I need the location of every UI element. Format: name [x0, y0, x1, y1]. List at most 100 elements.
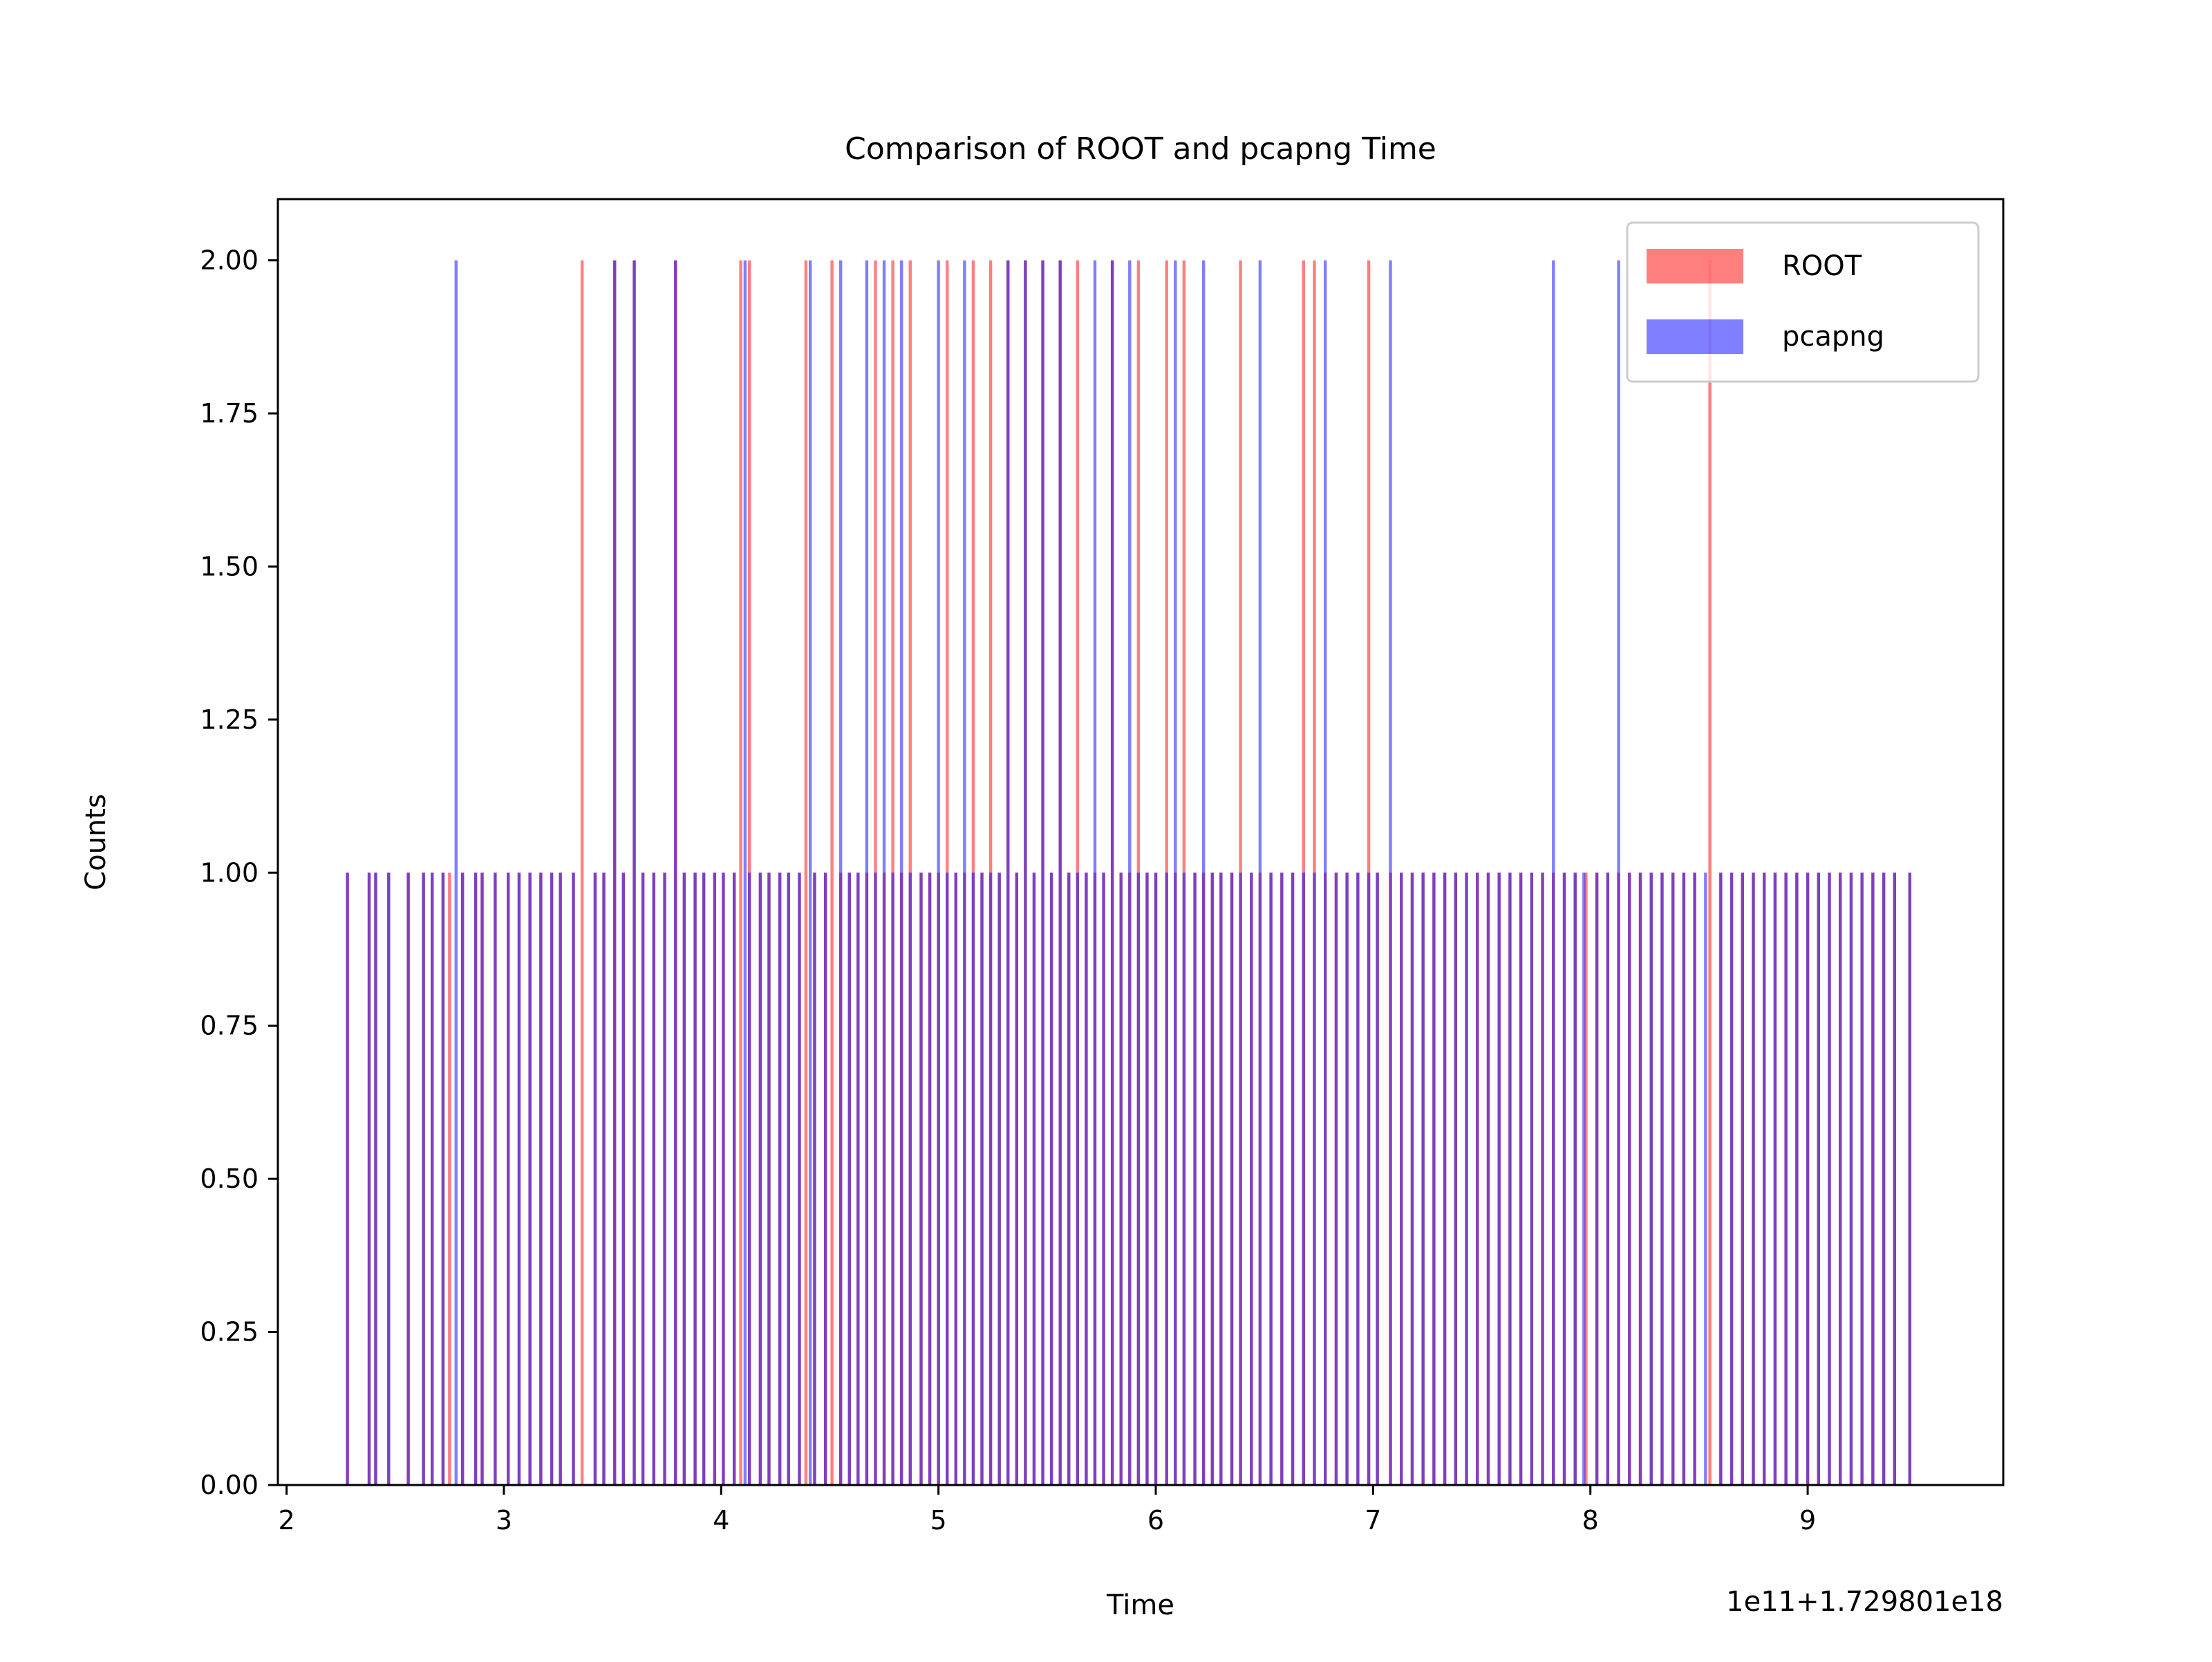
bar-pcapng: [693, 872, 697, 1485]
bar-pcapng: [682, 872, 686, 1485]
bar-pcapng: [1454, 872, 1458, 1485]
bars-group: [346, 260, 1912, 1485]
bar-pcapng: [406, 872, 410, 1485]
legend-label-pcapng: pcapng: [1782, 321, 1884, 353]
bar-pcapng: [367, 872, 371, 1485]
bar-pcapng: [454, 260, 458, 1485]
bar-pcapng: [702, 872, 706, 1485]
bar-pcapng: [722, 872, 725, 1485]
bar-pcapng: [1497, 872, 1501, 1485]
bar-pcapng: [963, 260, 966, 1485]
bar-pcapng: [1269, 872, 1273, 1485]
bar-pcapng: [517, 872, 521, 1485]
bar-pcapng: [1400, 872, 1403, 1485]
bar-pcapng: [1201, 260, 1206, 1485]
bar-root: [580, 260, 584, 1485]
bar-pcapng: [652, 872, 656, 1485]
x-tick-label: 2: [278, 1505, 294, 1535]
bar-root: [971, 260, 975, 1485]
y-tick-label: 0.50: [200, 1164, 259, 1194]
bar-pcapng: [1250, 872, 1253, 1485]
bar-root: [1367, 260, 1371, 1485]
bar-pcapng: [1530, 872, 1534, 1485]
bar-pcapng: [613, 260, 617, 1485]
bar-root: [908, 260, 912, 1485]
bar-pcapng: [1562, 872, 1566, 1485]
y-tick-label: 1.50: [200, 551, 259, 581]
bar-pcapng: [1908, 872, 1912, 1485]
bar-root: [1302, 260, 1305, 1485]
bar-pcapng: [441, 872, 445, 1485]
bar-pcapng: [621, 872, 626, 1485]
x-tick-label: 8: [1582, 1505, 1599, 1535]
bar-pcapng: [1210, 872, 1214, 1485]
bar-pcapng: [874, 872, 877, 1485]
bar-pcapng: [1367, 872, 1371, 1485]
bar-root: [874, 260, 877, 1485]
bar-pcapng: [1828, 872, 1831, 1485]
bar-pcapng: [422, 872, 425, 1485]
bar-pcapng: [946, 872, 949, 1485]
bar-pcapng: [1660, 872, 1664, 1485]
bar-pcapng: [1573, 872, 1577, 1485]
bar-pcapng: [1519, 872, 1523, 1485]
bar-pcapng: [430, 872, 434, 1485]
x-tick-label: 4: [713, 1505, 729, 1535]
bar-root: [830, 260, 834, 1485]
bar-pcapng: [1421, 872, 1425, 1485]
bar-pcapng: [1893, 872, 1897, 1485]
legend-swatch-root: [1647, 249, 1743, 283]
bar-pcapng: [971, 872, 975, 1485]
bar-pcapng: [1219, 872, 1223, 1485]
x-tick-label: 5: [930, 1505, 947, 1535]
bar-pcapng: [1280, 872, 1284, 1485]
bar-pcapng: [1258, 260, 1262, 1485]
y-tick-label: 0.25: [200, 1317, 259, 1347]
bar-pcapng: [528, 872, 532, 1485]
bar-pcapng: [758, 872, 762, 1485]
bar-pcapng: [1128, 260, 1132, 1485]
bar-pcapng: [1719, 872, 1723, 1485]
bar-pcapng: [387, 872, 391, 1485]
bar-root: [891, 260, 894, 1485]
bar-pcapng: [1741, 872, 1744, 1485]
bar-pcapng: [1136, 872, 1141, 1485]
bar-pcapng: [539, 872, 543, 1485]
bar-pcapng: [593, 872, 597, 1485]
y-tick-label: 1.75: [200, 398, 259, 429]
bar-root: [1239, 260, 1242, 1485]
y-tick-label: 0.75: [200, 1011, 259, 1041]
y-tick-label: 1.00: [200, 857, 259, 888]
bar-pcapng: [1582, 872, 1586, 1485]
bar-pcapng: [1795, 872, 1799, 1485]
bar-pcapng: [1076, 872, 1080, 1485]
bar-pcapng: [602, 872, 606, 1485]
bar-pcapng: [1291, 872, 1295, 1485]
bar-pcapng: [374, 872, 377, 1485]
bar-pcapng: [1302, 872, 1305, 1485]
bar-pcapng: [461, 872, 465, 1485]
bar-pcapng: [813, 872, 816, 1485]
bar-pcapng: [908, 872, 912, 1485]
bar-pcapng: [997, 872, 1001, 1485]
bar-pcapng: [1476, 872, 1479, 1485]
bar-pcapng: [1784, 872, 1788, 1485]
bar-pcapng: [632, 260, 636, 1485]
bar-pcapng: [1882, 872, 1886, 1485]
bar-pcapng: [1649, 872, 1653, 1485]
bar-pcapng: [1817, 872, 1820, 1485]
bar-pcapng: [1871, 872, 1875, 1485]
bar-pcapng: [900, 260, 903, 1485]
bar-pcapng: [1230, 872, 1234, 1485]
bar-pcapng: [1763, 872, 1766, 1485]
bar-pcapng: [856, 872, 860, 1485]
bar-pcapng: [954, 872, 957, 1485]
bar-root: [448, 872, 451, 1485]
x-tick-label: 3: [496, 1505, 512, 1535]
bar-pcapng: [1606, 872, 1610, 1485]
bar-pcapng: [346, 872, 349, 1485]
bar-root: [1708, 260, 1712, 1485]
legend-label-root: ROOT: [1782, 250, 1862, 282]
bar-pcapng: [1806, 872, 1810, 1485]
